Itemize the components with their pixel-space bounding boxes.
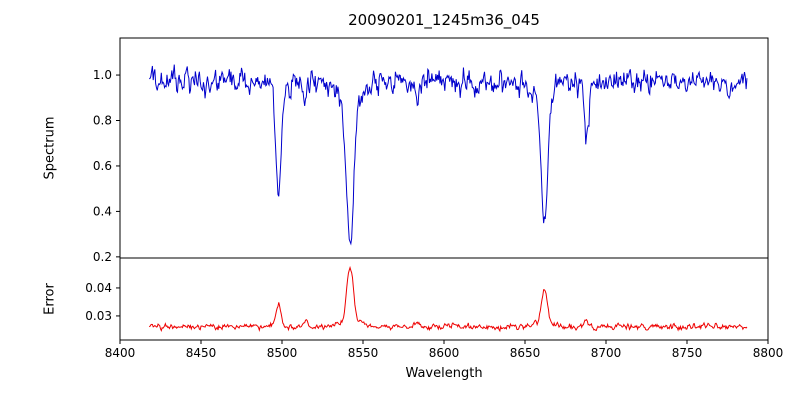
y-tick-label: 1.0	[93, 68, 112, 82]
error-line	[148, 265, 748, 333]
x-tick-label: 8500	[267, 346, 298, 360]
x-tick-label: 8400	[105, 346, 136, 360]
y-tick-label: 0.2	[93, 250, 112, 264]
spectrum-panel-frame	[119, 37, 769, 259]
y-tick-label: 0.8	[93, 114, 112, 128]
y-tick-label: 0.6	[93, 159, 112, 173]
x-tick-label: 8750	[672, 346, 703, 360]
x-tick-label: 8450	[186, 346, 217, 360]
x-tick-label: 8650	[510, 346, 541, 360]
plot-title: 20090201_1245m36_045	[348, 11, 540, 29]
y-tick-label: 0.4	[93, 204, 112, 218]
x-tick-label: 8800	[753, 346, 784, 360]
x-tick-label: 8550	[348, 346, 379, 360]
spectrum-line	[148, 64, 748, 246]
error-panel-frame	[119, 257, 769, 341]
y-tick-label: 0.04	[85, 281, 112, 295]
x-tick-label: 8600	[429, 346, 460, 360]
x-tick-label: 8700	[591, 346, 622, 360]
y-tick-label: 0.03	[85, 309, 112, 323]
x-axis-label: Wavelength	[405, 366, 483, 381]
